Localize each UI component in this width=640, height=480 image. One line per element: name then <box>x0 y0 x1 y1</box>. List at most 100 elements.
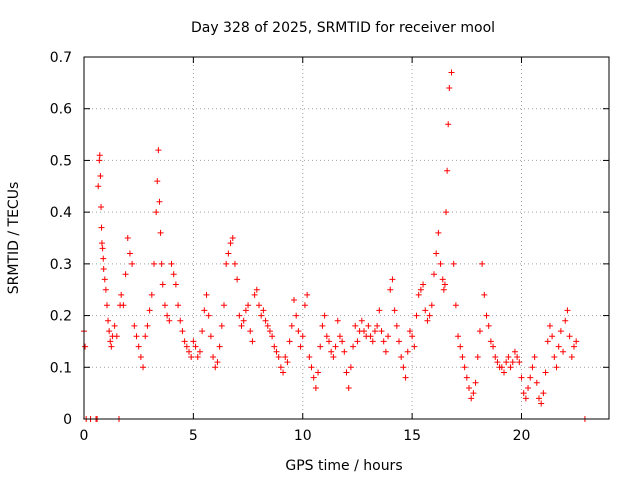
data-point <box>345 384 352 391</box>
y-tick-label: 0.6 <box>50 102 72 118</box>
data-point <box>218 322 225 329</box>
data-point <box>273 348 280 355</box>
x-tick-label: 15 <box>403 428 421 444</box>
data-point <box>520 390 527 397</box>
data-point <box>155 147 162 154</box>
data-point <box>264 322 271 329</box>
data-point <box>231 260 238 267</box>
data-point <box>382 348 389 355</box>
data-point <box>251 291 258 298</box>
data-point <box>393 322 400 329</box>
data-point <box>108 343 115 350</box>
data-point <box>439 276 446 283</box>
data-point <box>420 281 427 288</box>
data-point <box>350 343 357 350</box>
data-point <box>194 353 201 360</box>
data-point <box>446 85 453 92</box>
data-point <box>319 322 326 329</box>
data-point <box>347 364 354 371</box>
data-point <box>533 379 540 386</box>
data-point <box>555 343 562 350</box>
data-point <box>402 374 409 381</box>
data-point <box>312 384 319 391</box>
data-point <box>385 333 392 340</box>
y-axis-ticks: 0 0.1 0.2 0.3 0.4 0.5 0.6 0.7 <box>50 50 609 428</box>
data-point <box>95 183 102 190</box>
data-point <box>106 328 113 335</box>
data-point <box>443 209 450 216</box>
data-point <box>275 353 282 360</box>
data-point <box>466 384 472 391</box>
data-point <box>140 364 147 371</box>
data-point <box>424 317 431 324</box>
data-point <box>413 312 420 319</box>
data-point <box>485 322 492 329</box>
data-point <box>151 260 157 267</box>
y-tick-label: 0 <box>63 412 72 428</box>
data-points <box>81 69 588 422</box>
data-point <box>297 343 304 350</box>
data-point <box>571 343 577 350</box>
data-point <box>98 224 105 231</box>
data-point <box>428 302 435 309</box>
data-point <box>166 317 173 324</box>
data-point <box>158 260 165 267</box>
data-point <box>503 359 510 366</box>
data-point <box>536 395 542 402</box>
data-point <box>271 343 278 350</box>
data-point <box>426 312 433 319</box>
data-point <box>266 328 273 335</box>
y-tick-label: 0.5 <box>50 153 72 169</box>
data-point <box>98 203 105 210</box>
data-point <box>437 260 444 267</box>
x-tick-label: 20 <box>513 428 531 444</box>
data-point <box>549 333 556 340</box>
data-point <box>214 359 221 366</box>
data-point <box>301 302 308 309</box>
data-point <box>546 322 553 329</box>
data-point <box>286 338 293 345</box>
data-point <box>505 353 512 360</box>
data-point <box>201 307 208 314</box>
data-point <box>334 317 341 324</box>
data-point <box>172 281 179 288</box>
y-tick-label: 0.4 <box>50 205 72 221</box>
data-point <box>315 369 322 376</box>
data-point <box>299 333 306 340</box>
data-point <box>560 348 567 355</box>
data-point <box>170 271 177 278</box>
x-tick-label: 10 <box>294 428 312 444</box>
data-point <box>400 364 407 371</box>
data-point <box>476 328 483 335</box>
data-point <box>124 235 131 241</box>
data-point <box>387 286 394 293</box>
x-tick-label: 0 <box>80 428 89 444</box>
data-point <box>245 302 252 309</box>
data-point <box>553 364 560 371</box>
data-point <box>573 338 580 345</box>
data-point <box>339 338 346 345</box>
data-point <box>483 312 490 319</box>
x-axis-ticks: 0 5 10 15 20 <box>80 57 531 444</box>
data-point <box>531 353 538 360</box>
data-point <box>216 343 223 350</box>
data-point <box>358 317 365 324</box>
data-point <box>411 343 418 350</box>
data-point <box>332 343 339 350</box>
data-point <box>507 364 514 371</box>
data-point <box>131 322 138 329</box>
data-point <box>196 348 203 355</box>
data-point <box>468 395 475 402</box>
data-point <box>522 395 529 402</box>
data-point <box>398 353 405 360</box>
data-point <box>118 291 125 298</box>
data-point <box>376 307 383 314</box>
data-point <box>538 400 545 407</box>
data-point <box>223 260 230 267</box>
data-point <box>113 333 120 340</box>
data-point <box>156 198 163 205</box>
data-point <box>308 364 315 371</box>
data-point <box>321 312 328 319</box>
data-point <box>207 333 214 340</box>
data-point <box>378 328 385 335</box>
